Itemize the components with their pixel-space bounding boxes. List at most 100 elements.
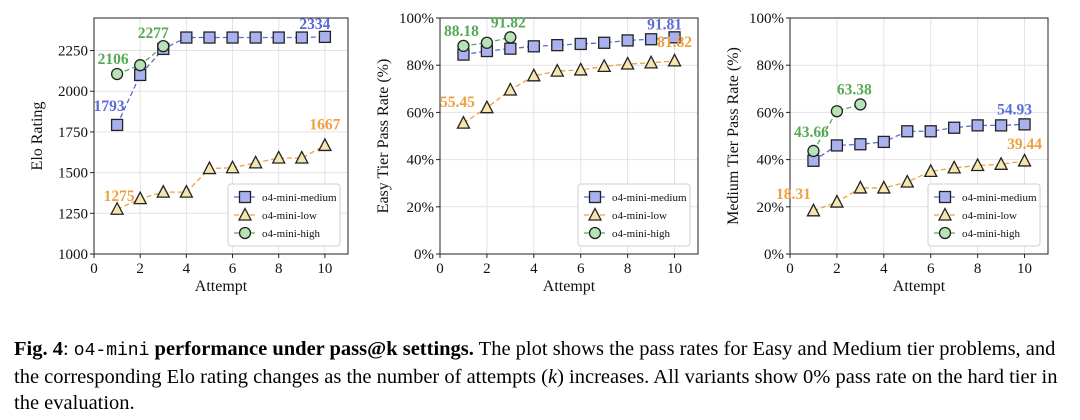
data-point-o4-mini-high [504, 31, 517, 44]
x-tick-label: 0 [786, 261, 794, 277]
figure-caption: Fig. 4: o4-mini performance under pass@k… [14, 336, 1074, 416]
y-tick-label: 1500 [58, 166, 88, 182]
y-tick-label: 0% [414, 247, 434, 263]
legend-label: o4-mini-low [262, 210, 317, 222]
y-axis-label: Elo Rating [29, 102, 46, 171]
data-point-o4-mini-low [248, 154, 263, 169]
data-point-o4-mini-low [526, 67, 541, 82]
data-point-o4-mini-low [1017, 153, 1032, 167]
y-tick-label: 1000 [58, 247, 88, 263]
data-point-o4-mini-medium [295, 31, 308, 44]
caption-colon: : [62, 338, 69, 360]
data-label: 1793 [94, 98, 125, 115]
data-point-o4-mini-low [573, 62, 588, 76]
x-tick-label: 6 [229, 261, 237, 277]
y-tick-label: 40% [757, 153, 785, 169]
legend-marker [938, 190, 952, 204]
legend-box [227, 183, 341, 247]
data-point-o4-mini-medium [948, 121, 961, 134]
x-tick-label: 4 [530, 261, 538, 277]
caption-text-2: ) increases. All variants show 0% pass r… [14, 366, 1058, 414]
x-tick-label: 10 [667, 261, 682, 277]
data-point-o4-mini-medium [504, 42, 517, 55]
data-point-o4-mini-low [271, 150, 286, 164]
data-point-o4-mini-low [620, 56, 635, 70]
x-axis-label: Attempt [195, 278, 248, 295]
chart-panel-3: 0% 20% 40% 60% 80% 100% 0 2 4 6 8 10 Attempt Medium T… [725, 11, 1049, 295]
data-point-o4-mini-high [157, 40, 170, 53]
data-label: 2277 [138, 25, 169, 42]
y-tick-label: 20% [407, 200, 435, 216]
legend-label: o4-mini-high [612, 228, 671, 240]
data-label: 91.82 [491, 14, 526, 31]
caption-text-1: The plot shows the pass rates for Easy a… [14, 338, 1056, 388]
legend-marker [588, 190, 602, 204]
series-line-o4-mini-medium [463, 36, 675, 56]
data-label: 88.18 [444, 23, 479, 40]
data-point-o4-mini-low [133, 190, 148, 205]
legend-marker [238, 190, 252, 204]
data-point-o4-mini-medium [527, 40, 540, 53]
data-point-o4-mini-medium [924, 125, 937, 138]
data-point-o4-mini-medium [203, 31, 216, 44]
data-point-o4-mini-medium [318, 30, 332, 44]
data-label: 39.44 [1007, 136, 1042, 153]
y-tick-label: 100% [749, 11, 784, 27]
data-label: 81.82 [657, 34, 692, 51]
legend-label: o4-mini-medium [962, 192, 1037, 204]
data-point-o4-mini-medium [1018, 118, 1031, 131]
y-tick-label: 100% [399, 11, 434, 27]
x-tick-label: 10 [317, 261, 332, 277]
x-tick-label: 8 [624, 261, 632, 277]
data-point-o4-mini-low [550, 63, 565, 77]
legend-marker [587, 207, 603, 221]
data-point-o4-mini-medium [574, 37, 587, 51]
x-tick-label: 2 [833, 261, 841, 277]
data-point-o4-mini-low [947, 159, 962, 174]
y-tick-label: 2250 [58, 44, 88, 60]
legend-label: o4-mini-high [962, 228, 1021, 240]
legend-label: o4-mini-high [262, 228, 321, 240]
x-tick-label: 2 [483, 261, 491, 277]
data-label: 1275 [104, 188, 135, 205]
data-point-o4-mini-low [923, 163, 938, 178]
caption-code: o4-mini [73, 341, 150, 361]
data-point-o4-mini-low [456, 115, 471, 129]
data-point-o4-mini-low [597, 58, 612, 73]
data-label: 63.38 [837, 81, 872, 98]
data-point-o4-mini-low [479, 99, 494, 114]
legend-label: o4-mini-medium [262, 192, 337, 204]
y-tick-label: 20% [757, 200, 785, 216]
legend-label: o4-mini-low [962, 210, 1017, 222]
data-label: 1667 [309, 116, 340, 133]
data-point-o4-mini-medium [830, 139, 844, 152]
series-line-o4-mini-medium [813, 123, 1025, 162]
data-point-o4-mini-medium [877, 135, 890, 149]
data-label: 43.66 [794, 124, 829, 141]
data-point-o4-mini-medium [854, 138, 867, 151]
series-line-o4-mini-low [813, 160, 1025, 212]
data-point-o4-mini-medium [994, 119, 1008, 132]
x-tick-label: 8 [275, 261, 283, 277]
y-tick-label: 1250 [58, 206, 88, 222]
legend-marker [588, 226, 602, 240]
y-axis-label: Medium Tier Pass Rate (%) [725, 47, 742, 225]
y-axis-label: Easy Tier Pass Rate (%) [375, 59, 392, 214]
data-point-o4-mini-low [644, 54, 659, 69]
data-point-o4-mini-high [854, 98, 867, 111]
y-tick-label: 40% [407, 153, 435, 169]
data-label: 18.31 [776, 186, 811, 203]
data-point-o4-mini-medium [110, 118, 124, 132]
chart-panel-1: 1000 1250 1500 1750 2000 2250 0 2 4 6 8 10 Attempt El… [29, 16, 349, 295]
y-tick-label: 0% [764, 247, 784, 263]
data-point-o4-mini-high [134, 59, 147, 72]
data-point-o4-mini-high [480, 36, 494, 49]
x-tick-label: 2 [136, 261, 144, 277]
data-point-o4-mini-high [807, 144, 820, 158]
legend-marker [938, 226, 952, 240]
data-label: 55.45 [440, 94, 475, 111]
legend-label: o4-mini-low [612, 210, 667, 222]
x-tick-label: 6 [577, 261, 585, 277]
y-tick-label: 80% [757, 58, 785, 74]
y-tick-label: 1750 [58, 125, 88, 141]
